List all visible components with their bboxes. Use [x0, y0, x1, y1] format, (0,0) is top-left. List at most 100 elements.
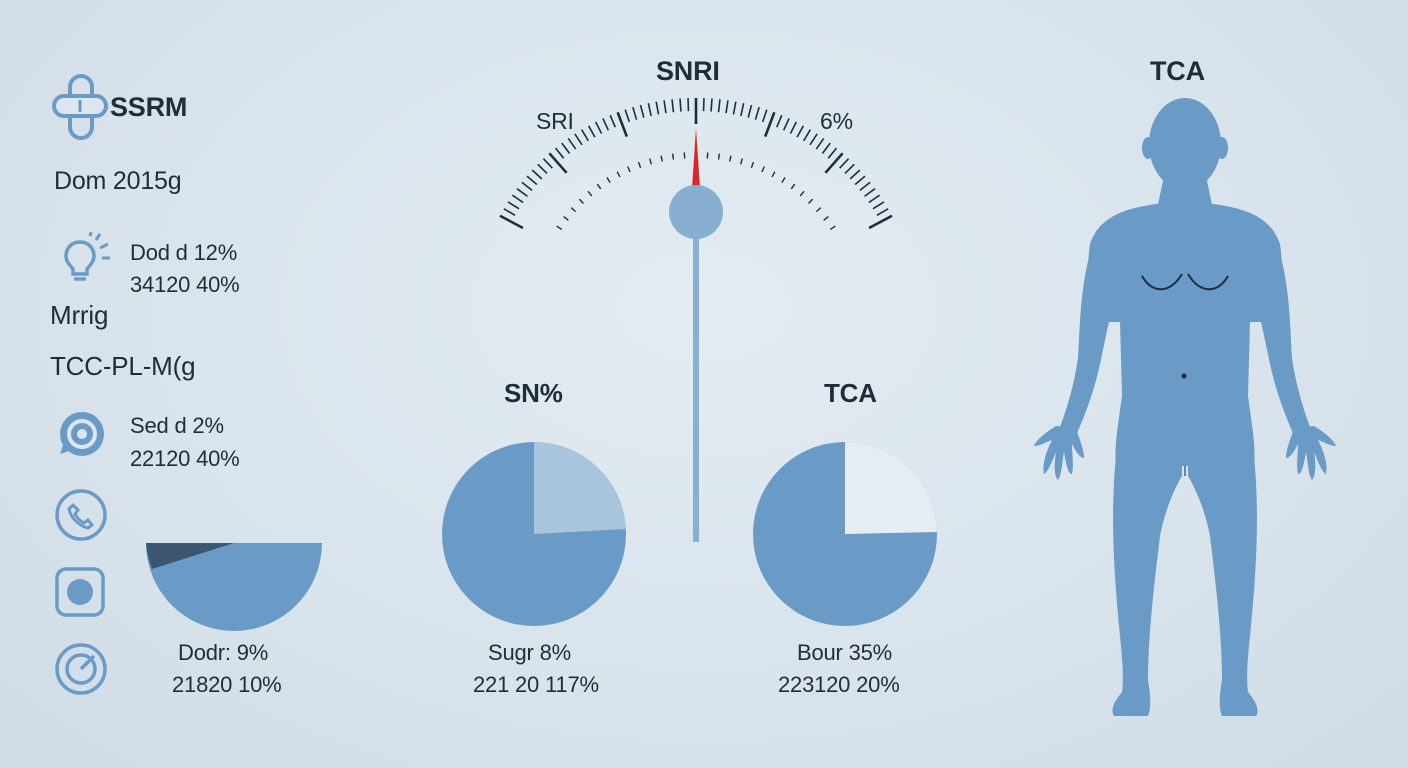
gauge-minor-tick	[864, 188, 876, 198]
gauge-minor-tick	[587, 125, 596, 138]
human-body-figure	[1034, 98, 1336, 716]
gauge-minor-tick	[876, 208, 889, 216]
gauge-minor-tick	[725, 100, 729, 114]
gauge-minor-tick	[561, 142, 571, 155]
gauge-minor-tick	[516, 188, 528, 198]
gauge-minor-tick	[839, 158, 850, 169]
body-navel	[1181, 373, 1187, 379]
gauge-minor-tick	[815, 137, 825, 150]
lightbulb-icon	[56, 231, 112, 284]
gauge-minor-tick	[740, 103, 745, 117]
gauge-major-tick	[616, 111, 629, 138]
pie3-caption-line1: Bour 35%	[797, 640, 893, 665]
gauge-minor-tick	[849, 169, 861, 180]
gauge-inner-tick	[717, 153, 721, 160]
gauge-minor-tick	[580, 129, 590, 142]
gauge-minor-tick	[602, 118, 610, 131]
gauge-inner-tick	[616, 171, 621, 178]
pie1-caption-line1: Dodr: 9%	[178, 640, 269, 665]
gauge-inner-tick	[829, 225, 836, 230]
gauge-inner-tick	[596, 183, 602, 190]
body-title: TCA	[1150, 56, 1205, 86]
gauge-minor-tick	[624, 109, 631, 123]
gauge-minor-tick	[567, 137, 577, 150]
pie3-caption-line2: 223120 20%	[778, 672, 900, 697]
gauge-minor-tick	[574, 133, 583, 146]
stat1-line2: 34120 40%	[130, 272, 240, 297]
gauge-inner-tick	[771, 171, 776, 178]
pie1-main-slice	[146, 543, 322, 631]
gauge-inner-tick	[578, 198, 584, 204]
gauge-minor-tick	[802, 129, 812, 142]
pie-chart-1	[146, 543, 322, 631]
square-dot-icon	[54, 566, 106, 618]
gauge-inner-tick	[739, 158, 743, 165]
gauge-ring-icon	[54, 642, 108, 696]
gauge-minor-tick	[609, 114, 616, 128]
gauge-minor-tick	[671, 99, 675, 113]
gauge-minor-tick	[809, 133, 818, 146]
pie2-title: SN%	[504, 378, 563, 408]
gauge-inner-tick	[761, 166, 765, 173]
gauge-minor-tick	[526, 175, 538, 186]
pie2-light-slice	[534, 441, 626, 534]
gauge-minor-tick	[754, 106, 760, 120]
gauge-inner-tick	[728, 155, 732, 162]
gauge-minor-tick	[782, 118, 790, 131]
gauge-minor-tick	[717, 99, 721, 113]
gauge-major-tick	[548, 152, 568, 174]
gauge-minor-tick	[872, 201, 885, 210]
heading-mrrig: Mrrig	[50, 300, 109, 330]
gauge-left-label: SRI	[536, 108, 574, 134]
brand-label: SSRM	[110, 92, 188, 122]
pie2-caption-line2: 221 20 117%	[473, 672, 599, 697]
gauge-minor-tick	[639, 104, 645, 118]
pill-capsule-icon	[52, 74, 108, 140]
gauge-major-tick	[499, 214, 524, 230]
body-chest-line	[1141, 273, 1229, 291]
gauge-inner-tick	[649, 158, 653, 165]
target-ring-icon	[56, 408, 108, 460]
gauge-minor-tick	[776, 114, 783, 128]
heading-tcc: TCC-PL-M(g	[50, 351, 196, 381]
gauge-minor-tick	[531, 169, 543, 180]
gauge-inner-tick	[570, 207, 577, 213]
pie-chart-3	[753, 442, 937, 626]
gauge-inner-tick	[781, 177, 786, 183]
gauge-inner-tick	[790, 183, 796, 190]
phone-icon	[54, 488, 108, 542]
gauge-needle	[692, 128, 700, 188]
pie1-dark-slice	[146, 543, 234, 569]
stat1-line1: Dod d 12%	[130, 240, 238, 265]
gauge-minor-tick	[859, 181, 871, 191]
gauge-minor-tick	[542, 158, 553, 169]
gauge-minor-tick	[521, 181, 533, 191]
gauge-minor-tick	[632, 106, 638, 120]
gauge-inner-tick	[823, 216, 829, 221]
gauge-right-label: 6%	[820, 108, 853, 134]
gauge-minor-tick	[796, 125, 805, 138]
gauge-minor-tick	[710, 98, 713, 112]
gauge-minor-tick	[761, 109, 768, 123]
pie2-caption-line1: Sugr 8%	[488, 640, 571, 665]
gauge-inner-tick	[637, 161, 642, 169]
pie3-pale-slice	[845, 442, 937, 534]
gauge-major-tick	[824, 152, 844, 174]
gauge-minor-tick	[537, 163, 548, 174]
gauge-inner-tick	[815, 207, 822, 213]
gauge-inner-tick	[627, 166, 631, 173]
gauge-minor-tick	[594, 121, 603, 134]
gauge-major-tick	[763, 111, 776, 138]
gauge-hub	[669, 185, 723, 239]
gauge-minor-tick	[854, 175, 866, 186]
gauge-inner-tick	[799, 190, 805, 197]
gauge-minor-tick	[679, 98, 682, 112]
gauge-minor-tick	[647, 103, 652, 117]
stat2-line2: 22120 40%	[130, 446, 240, 471]
dosage-label: Dom 2015g	[54, 167, 182, 195]
gauge-inner-tick	[808, 198, 814, 204]
gauge-minor-tick	[844, 163, 855, 174]
gauge-dial	[499, 98, 893, 542]
gauge-inner-tick	[563, 216, 569, 221]
pie3-title: TCA	[824, 378, 877, 408]
